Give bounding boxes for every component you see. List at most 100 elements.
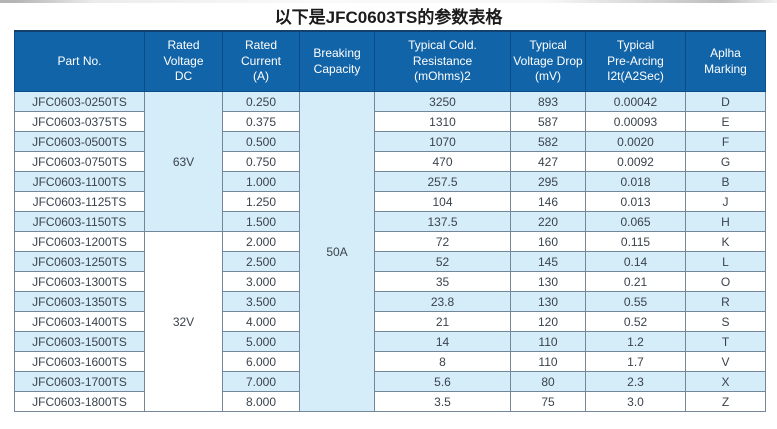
part-no-cell: JFC0603-1500TS [14, 331, 145, 352]
marking-cell: D [685, 91, 766, 112]
marking-cell: B [685, 171, 766, 192]
voltage-drop-cell: 130 [510, 291, 586, 312]
part-no-cell: JFC0603-0500TS [14, 131, 145, 152]
rated-current-cell: 5.000 [222, 331, 300, 352]
resistance-cell: 5.6 [374, 371, 511, 392]
resistance-cell: 137.5 [374, 211, 511, 232]
part-no-cell: JFC0603-0750TS [14, 151, 145, 172]
rated-current-cell: 1.000 [222, 171, 300, 192]
voltage-drop-cell: 130 [510, 271, 586, 292]
table-row: JFC0603-1250TS 2.500 52 145 0.14 L [14, 251, 766, 272]
part-no-cell: JFC0603-1600TS [14, 351, 145, 372]
resistance-cell: 3.5 [374, 391, 511, 412]
marking-cell: L [685, 251, 766, 272]
resistance-cell: 35 [374, 271, 511, 292]
i2t-cell: 0.00093 [585, 111, 686, 132]
marking-cell: V [685, 351, 766, 372]
voltage-drop-cell: 110 [510, 331, 586, 352]
table-row: JFC0603-1150TS 1.500 137.5 220 0.065 H [14, 211, 766, 232]
marking-cell: T [685, 331, 766, 352]
rated-current-cell: 8.000 [222, 391, 300, 412]
table-row: JFC0603-1200TS 32V 2.000 72 160 0.115 K [14, 231, 766, 412]
table-row: JFC0603-1100TS 1.000 257.5 295 0.018 B [14, 171, 766, 192]
column-header-part-no: Part No. [14, 30, 145, 92]
resistance-cell: 1310 [374, 111, 511, 132]
i2t-cell: 0.0020 [585, 131, 686, 152]
column-header-rated-voltage: Rated Voltage DC [144, 30, 223, 92]
page-title: 以下是JFC0603TS的参数表格 [274, 8, 503, 27]
part-no-cell: JFC0603-1200TS [14, 231, 145, 252]
part-no-cell: JFC0603-0375TS [14, 111, 145, 132]
table-row: JFC0603-0500TS 0.500 1070 582 0.0020 F [14, 131, 766, 152]
voltage-drop-cell: 582 [510, 131, 586, 152]
column-header-alpha-marking: Aplha Marking [685, 30, 766, 92]
i2t-cell: 2.3 [585, 371, 686, 392]
table-row: JFC0603-0750TS 0.750 470 427 0.0092 G [14, 151, 766, 172]
rated-current-cell: 3.000 [222, 271, 300, 292]
part-no-cell: JFC0603-1300TS [14, 271, 145, 292]
top-edge-artifact [0, 0, 777, 3]
i2t-cell: 0.55 [585, 291, 686, 312]
table-body: JFC0603-0250TS 63V 0.250 50A 3250 893 0.… [14, 91, 766, 412]
column-header-cold-resistance: Typical Cold. Resistance (mOhms)2 [374, 30, 511, 92]
part-no-cell: JFC0603-1800TS [14, 391, 145, 412]
voltage-group-cell-32v: 32V [144, 231, 223, 412]
part-no-cell: JFC0603-0250TS [14, 91, 145, 112]
table-row: JFC0603-0250TS 63V 0.250 50A 3250 893 0.… [14, 91, 766, 412]
table-row: JFC0603-1700TS 7.000 5.6 80 2.3 X [14, 371, 766, 392]
marking-cell: K [685, 231, 766, 252]
voltage-drop-cell: 427 [510, 151, 586, 172]
i2t-cell: 0.52 [585, 311, 686, 332]
resistance-cell: 23.8 [374, 291, 511, 312]
i2t-cell: 0.013 [585, 191, 686, 212]
voltage-drop-cell: 75 [510, 391, 586, 412]
i2t-cell: 1.2 [585, 331, 686, 352]
voltage-drop-cell: 120 [510, 311, 586, 332]
rated-current-cell: 1.500 [222, 211, 300, 232]
table-row: JFC0603-0375TS 0.375 1310 587 0.00093 E [14, 111, 766, 132]
table-row: JFC0603-1400TS 4.000 21 120 0.52 S [14, 311, 766, 332]
rated-current-cell: 0.250 [222, 91, 300, 112]
column-header-rated-current: Rated Current (A) [222, 30, 300, 92]
voltage-drop-cell: 145 [510, 251, 586, 272]
voltage-drop-cell: 587 [510, 111, 586, 132]
rated-current-cell: 0.375 [222, 111, 300, 132]
column-header-breaking-capacity: Breaking Capacity [299, 30, 375, 92]
parameters-table: Part No. Rated Voltage DC Rated Current … [14, 30, 766, 412]
marking-cell: S [685, 311, 766, 332]
rated-current-cell: 1.250 [222, 191, 300, 212]
i2t-cell: 3.0 [585, 391, 686, 412]
i2t-cell: 0.115 [585, 231, 686, 252]
part-no-cell: JFC0603-1700TS [14, 371, 145, 392]
resistance-cell: 257.5 [374, 171, 511, 192]
i2t-cell: 0.0092 [585, 151, 686, 172]
marking-cell: R [685, 291, 766, 312]
i2t-cell: 0.21 [585, 271, 686, 292]
part-no-cell: JFC0603-1350TS [14, 291, 145, 312]
table-row: JFC0603-1800TS 8.000 3.5 75 3.0 Z [14, 391, 766, 412]
i2t-cell: 0.018 [585, 171, 686, 192]
resistance-cell: 104 [374, 191, 511, 212]
rated-current-cell: 0.750 [222, 151, 300, 172]
voltage-drop-cell: 160 [510, 231, 586, 252]
marking-cell: E [685, 111, 766, 132]
table-row: JFC0603-1600TS 6.000 8 110 1.7 V [14, 351, 766, 372]
voltage-drop-cell: 146 [510, 191, 586, 212]
rated-current-cell: 7.000 [222, 371, 300, 392]
rated-current-cell: 4.000 [222, 311, 300, 332]
marking-cell: H [685, 211, 766, 232]
table-row: JFC0603-1300TS 3.000 35 130 0.21 O [14, 271, 766, 292]
resistance-cell: 72 [374, 231, 511, 252]
rated-current-cell: 2.000 [222, 231, 300, 252]
marking-cell: Z [685, 391, 766, 412]
i2t-cell: 0.00042 [585, 91, 686, 112]
voltage-drop-cell: 80 [510, 371, 586, 392]
resistance-cell: 21 [374, 311, 511, 332]
part-no-cell: JFC0603-1250TS [14, 251, 145, 272]
column-header-voltage-drop: Typical Voltage Drop (mV) [510, 30, 586, 92]
resistance-cell: 470 [374, 151, 511, 172]
rated-current-cell: 3.500 [222, 291, 300, 312]
voltage-drop-cell: 295 [510, 171, 586, 192]
voltage-drop-cell: 110 [510, 351, 586, 372]
resistance-cell: 1070 [374, 131, 511, 152]
